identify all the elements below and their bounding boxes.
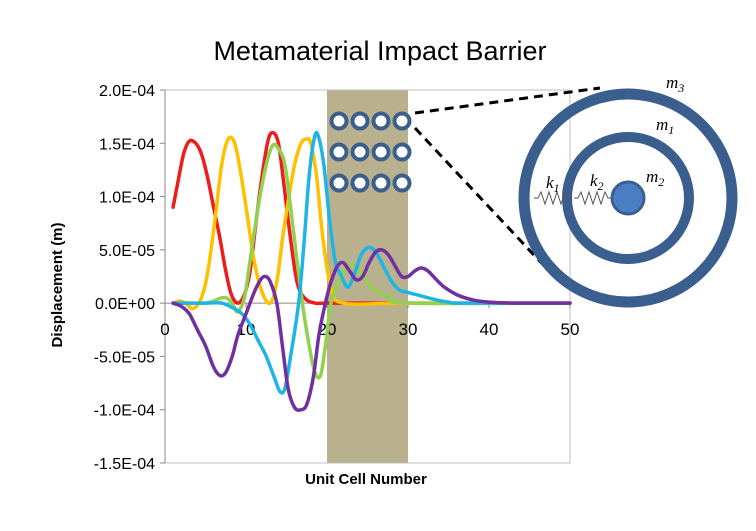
barrier-cell-ring — [329, 111, 349, 131]
y-tick-label: 5.0E-05 — [99, 243, 155, 260]
barrier-cell-ring — [371, 142, 391, 162]
x-axis-label: Unit Cell Number — [305, 471, 427, 488]
barrier-cell-ring — [371, 173, 391, 193]
y-tick-label: 1.0E-04 — [99, 190, 155, 207]
series-line-4 — [171, 130, 572, 395]
spring-k1 — [534, 190, 572, 206]
barrier-cell-ring — [392, 142, 412, 162]
label-k2: k2 — [590, 171, 604, 193]
barrier-cell-ring — [350, 142, 370, 162]
barrier-cell-ring — [371, 111, 391, 131]
y-tick-label: -1.0E-04 — [94, 403, 155, 420]
label-k1: k1 — [546, 173, 560, 195]
y-tick-label: 2.0E-04 — [99, 83, 155, 100]
y-tick-label: 0.0E+00 — [95, 296, 155, 313]
core-mass-m2 — [610, 180, 646, 216]
label-m1: m1 — [656, 115, 674, 137]
zoom-line-top — [414, 86, 601, 115]
y-tick-label: -1.5E-04 — [94, 456, 155, 473]
unit-cell-inset: m3 m1 m2 k1 k2 — [518, 73, 738, 308]
barrier-cell-ring — [392, 173, 412, 193]
series-line-3 — [171, 142, 572, 380]
y-tick-label: 1.5E-04 — [99, 136, 155, 153]
x-tick-label: 50 — [561, 320, 580, 339]
label-m3: m3 — [666, 73, 684, 95]
spring-k2 — [574, 190, 612, 206]
y-tick-label: -5.0E-05 — [94, 349, 155, 366]
barrier-cells — [329, 111, 412, 193]
series-group — [171, 130, 572, 412]
barrier-cell-ring — [350, 173, 370, 193]
barrier-cell-ring — [350, 111, 370, 131]
x-tick-label: 30 — [399, 320, 418, 339]
y-axis-ticks: 2.0E-04 1.5E-04 1.0E-04 5.0E-05 0.0E+00 -5.0E… — [94, 83, 165, 473]
series-line-2 — [171, 135, 572, 311]
outer-ring-m3 — [518, 88, 738, 308]
chart-title: Metamaterial Impact Barrier — [213, 36, 546, 66]
zoom-line-bottom — [413, 126, 550, 272]
label-m2: m2 — [646, 167, 664, 189]
x-tick-label: 40 — [480, 320, 499, 339]
barrier-cell-ring — [329, 173, 349, 193]
x-tick-label: 0 — [160, 320, 169, 339]
barrier-cell-ring — [392, 111, 412, 131]
inner-ring-m1 — [562, 132, 694, 264]
barrier-cell-ring — [329, 142, 349, 162]
y-axis-label: Displacement (m) — [49, 222, 66, 347]
series-line-5 — [171, 247, 572, 412]
